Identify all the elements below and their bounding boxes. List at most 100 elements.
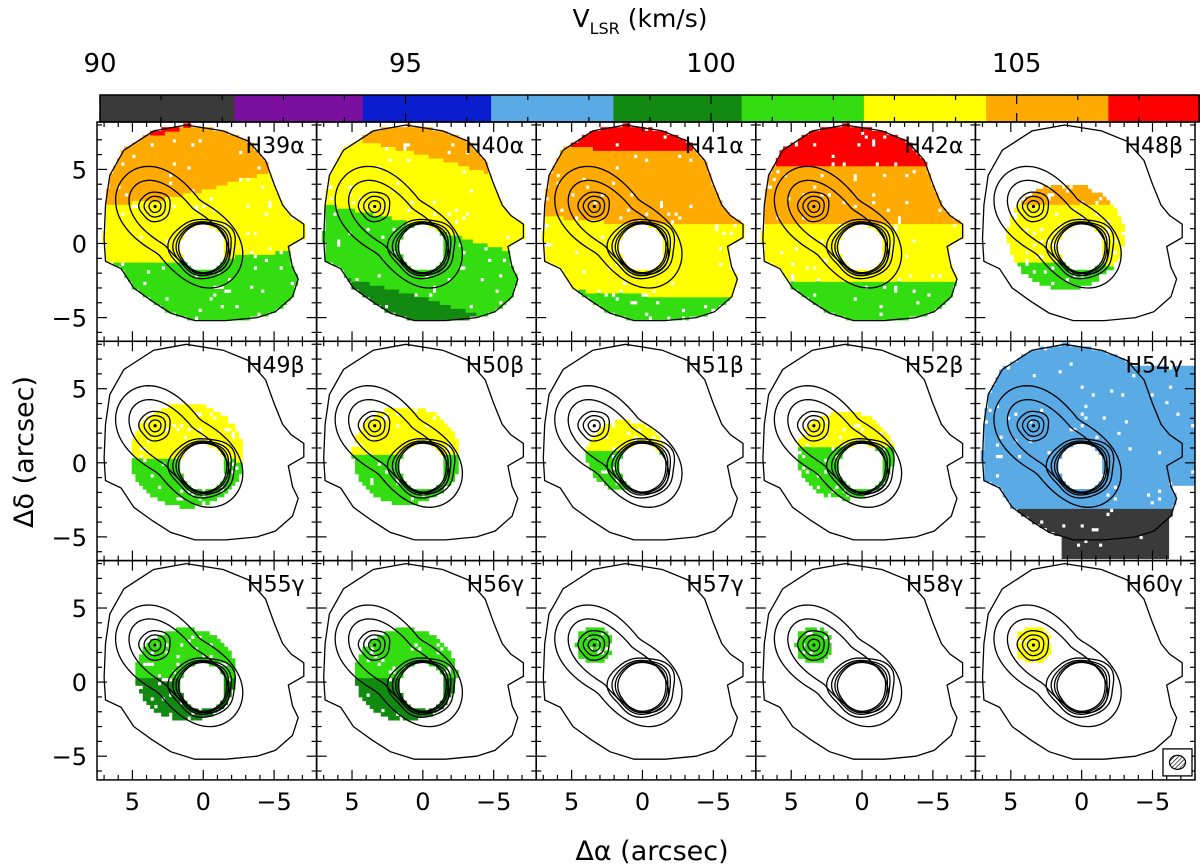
map-pixel xyxy=(399,165,404,171)
map-pixel xyxy=(436,196,441,201)
map-pixel xyxy=(358,150,363,155)
map-pixel xyxy=(472,188,478,194)
map-pixel xyxy=(142,265,148,271)
map-pixel xyxy=(238,227,243,232)
colorbar-bin-4 xyxy=(613,95,743,122)
map-pixel xyxy=(626,127,631,132)
map-pixel xyxy=(190,150,195,155)
map-pixel xyxy=(175,219,181,225)
map-pixel xyxy=(238,169,243,175)
map-pixel xyxy=(604,265,609,271)
map-pixel xyxy=(366,258,371,263)
map-pixel xyxy=(487,265,492,271)
map-pixel xyxy=(494,250,500,255)
map-pixel xyxy=(491,235,496,240)
map-pixel xyxy=(436,223,441,228)
map-pixel xyxy=(209,177,214,182)
map-pixel xyxy=(223,292,229,298)
map-pixel xyxy=(366,246,371,252)
map-pixel xyxy=(574,227,579,232)
map-pixel xyxy=(615,273,620,279)
map-pixel xyxy=(622,288,627,294)
map-pixel xyxy=(454,238,459,244)
map-pixel xyxy=(197,177,203,182)
map-pixel xyxy=(413,177,419,182)
map-pixel xyxy=(260,215,265,221)
map-pixel xyxy=(436,169,441,175)
map-pixel xyxy=(209,188,214,194)
map-pixel xyxy=(366,262,371,267)
map-pixel xyxy=(483,281,489,286)
map-pixel xyxy=(142,292,148,298)
map-pixel xyxy=(366,238,371,244)
map-pixel xyxy=(197,208,203,213)
map-pixel xyxy=(380,281,386,286)
map-pixel xyxy=(472,292,478,298)
map-pixel xyxy=(332,204,338,209)
map-pixel xyxy=(388,219,393,225)
map-pixel xyxy=(395,223,400,228)
map-pixel xyxy=(502,231,507,236)
map-pixel xyxy=(589,258,594,263)
map-pixel xyxy=(264,188,269,194)
map-pixel xyxy=(578,208,583,213)
map-pixel xyxy=(439,138,444,144)
map-pixel xyxy=(611,211,616,217)
map-pixel xyxy=(271,288,276,294)
map-pixel xyxy=(480,231,485,236)
map-pixel xyxy=(209,158,214,163)
map-pixel xyxy=(282,258,288,263)
map-pixel xyxy=(153,265,159,271)
map-pixel xyxy=(622,300,627,306)
map-pixel xyxy=(465,292,470,298)
map-pixel xyxy=(494,196,500,201)
map-pixel xyxy=(340,181,345,186)
map-pixel xyxy=(618,184,624,190)
map-pixel xyxy=(179,273,184,279)
map-pixel xyxy=(362,262,367,267)
map-pixel xyxy=(282,235,288,240)
map-pixel xyxy=(212,300,218,306)
colorbar-bin-1 xyxy=(234,95,364,122)
map-pixel xyxy=(293,238,299,244)
map-pixel xyxy=(373,184,378,190)
map-pixel xyxy=(168,169,173,175)
map-pixel xyxy=(622,161,627,167)
map-pixel xyxy=(509,223,514,228)
map-pixel xyxy=(238,296,243,302)
map-pixel xyxy=(369,269,374,275)
map-pixel xyxy=(596,146,601,151)
map-pixel xyxy=(234,235,240,240)
map-pixel xyxy=(607,277,613,282)
map-pixel xyxy=(242,161,247,167)
map-pixel xyxy=(146,285,151,290)
map-pixel xyxy=(343,219,349,225)
map-pixel xyxy=(585,219,590,225)
map-pixel xyxy=(157,238,162,244)
map-pixel xyxy=(175,192,181,198)
map-pixel xyxy=(175,277,181,282)
map-pixel xyxy=(373,246,378,252)
map-pixel xyxy=(172,184,177,190)
map-pixel xyxy=(139,246,144,252)
map-pixel xyxy=(618,204,624,209)
map-pixel xyxy=(410,285,415,290)
map-pixel xyxy=(175,188,181,194)
map-pixel xyxy=(585,246,590,252)
map-pixel xyxy=(325,231,330,236)
map-pixel xyxy=(498,281,503,286)
map-pixel xyxy=(146,242,151,248)
map-pixel xyxy=(458,169,463,175)
map-pixel xyxy=(377,177,382,182)
map-pixel xyxy=(615,196,620,201)
map-pixel xyxy=(417,308,422,313)
map-pixel xyxy=(234,177,240,182)
map-pixel xyxy=(282,231,288,236)
map-pixel xyxy=(607,285,613,290)
map-pixel xyxy=(384,277,389,282)
map-pixel xyxy=(172,285,177,290)
map-pixel xyxy=(105,235,111,240)
map-pixel xyxy=(406,223,411,228)
map-pixel xyxy=(388,131,393,136)
map-pixel xyxy=(417,146,422,151)
